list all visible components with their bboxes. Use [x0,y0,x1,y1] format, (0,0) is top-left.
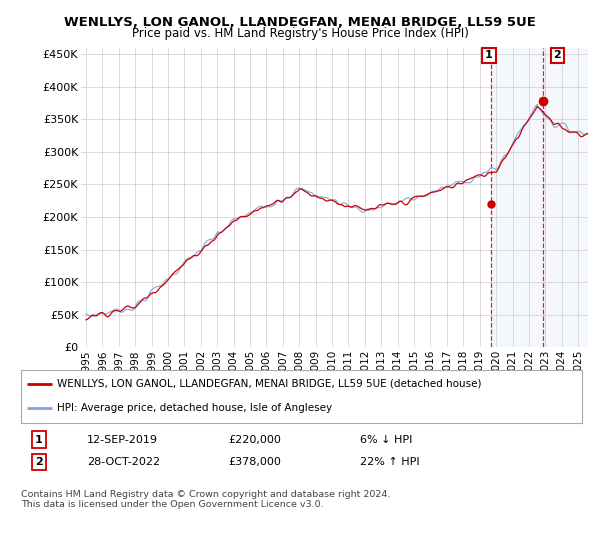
Text: 2: 2 [553,50,561,60]
Text: Price paid vs. HM Land Registry's House Price Index (HPI): Price paid vs. HM Land Registry's House … [131,27,469,40]
Text: HPI: Average price, detached house, Isle of Anglesey: HPI: Average price, detached house, Isle… [58,403,332,413]
Text: Contains HM Land Registry data © Crown copyright and database right 2024.
This d: Contains HM Land Registry data © Crown c… [21,490,391,510]
Text: 2: 2 [35,457,43,467]
Text: £378,000: £378,000 [228,457,281,467]
Text: 1: 1 [35,435,43,445]
Text: 6% ↓ HPI: 6% ↓ HPI [360,435,412,445]
Text: 22% ↑ HPI: 22% ↑ HPI [360,457,419,467]
Text: 12-SEP-2019: 12-SEP-2019 [87,435,158,445]
Bar [491,48,588,347]
Text: £220,000: £220,000 [228,435,281,445]
Text: WENLLYS, LON GANOL, LLANDEGFAN, MENAI BRIDGE, LL59 5UE: WENLLYS, LON GANOL, LLANDEGFAN, MENAI BR… [64,16,536,29]
Text: 1: 1 [485,50,493,60]
Text: WENLLYS, LON GANOL, LLANDEGFAN, MENAI BRIDGE, LL59 5UE (detached house): WENLLYS, LON GANOL, LLANDEGFAN, MENAI BR… [58,379,482,389]
Text: 28-OCT-2022: 28-OCT-2022 [87,457,160,467]
